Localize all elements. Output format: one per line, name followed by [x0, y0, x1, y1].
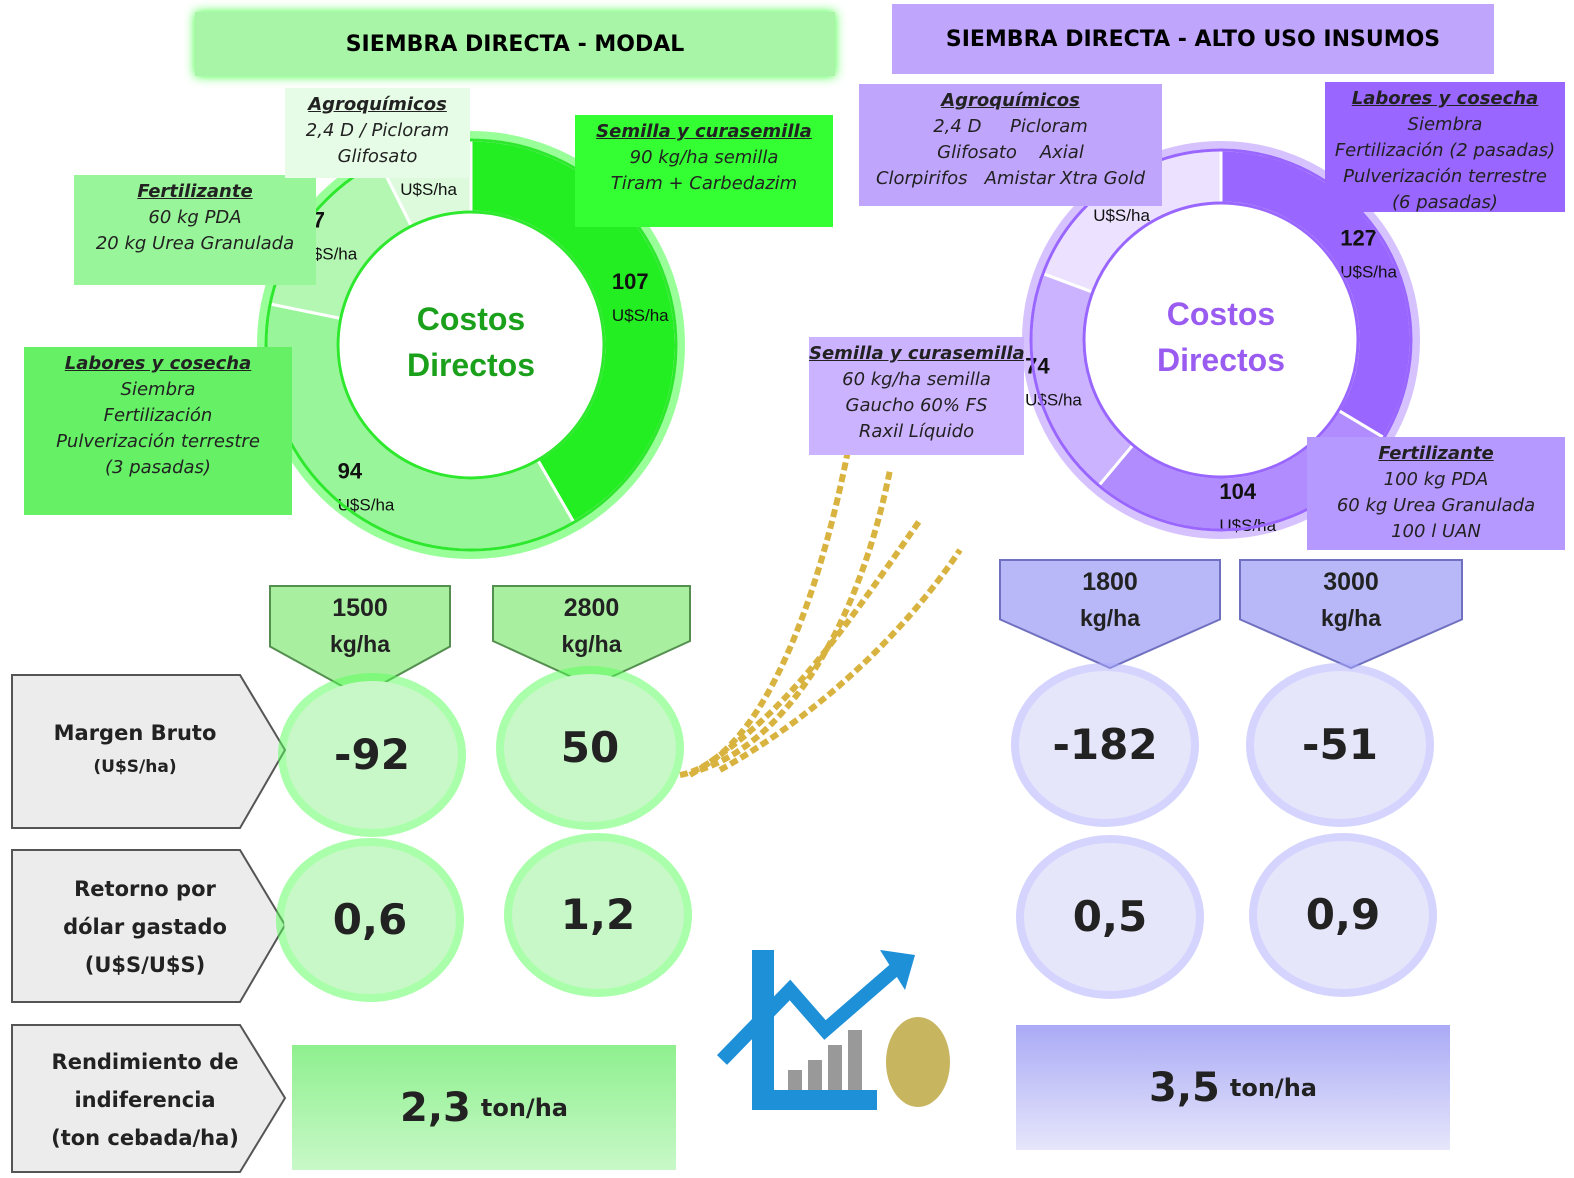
- result-value: 0,9: [1306, 890, 1380, 939]
- yield-value: 1500: [332, 594, 388, 622]
- callout-line: 100 kg PDA: [1307, 467, 1565, 493]
- callout-line: Glifosato: [285, 144, 470, 170]
- callout-box: Agroquímicos2,4 D PicloramGlifosato Axia…: [859, 84, 1162, 206]
- segment-unit: U$S/ha: [612, 306, 669, 325]
- row-label-line: (U$S/ha): [20, 752, 250, 782]
- donut-center-label: Directos: [1157, 342, 1285, 378]
- callout-line: (3 pasadas): [24, 455, 292, 481]
- row-label-line: (ton cebada/ha): [20, 1119, 270, 1157]
- segment-value: 94: [338, 459, 363, 484]
- row-label-line: indiferencia: [20, 1081, 270, 1119]
- callout-heading: Agroquímicos: [285, 92, 470, 118]
- callout-heading: Fertilizante: [74, 179, 316, 205]
- yield-value: 1800: [1082, 568, 1138, 596]
- indifference-value: 3,5: [1149, 1065, 1220, 1111]
- segment-unit: U$S/ha: [400, 180, 457, 199]
- segment-unit: U$S/ha: [1025, 391, 1082, 410]
- callout-line: 20 kg Urea Granulada: [74, 231, 316, 257]
- callout-line: Pulverización terrestre: [1325, 164, 1565, 190]
- callout-line: Pulverización terrestre: [24, 429, 292, 455]
- callout-line: 2,4 D / Picloram: [285, 118, 470, 144]
- callout-line: Gaucho 60% FS: [809, 393, 1024, 419]
- panel-title: SIEMBRA DIRECTA - ALTO USO INSUMOS: [892, 4, 1494, 74]
- callout-line: Glifosato Axial: [859, 140, 1162, 166]
- row-label-line: Retorno por: [20, 870, 270, 908]
- callout-line: 60 kg Urea Granulada: [1307, 493, 1565, 519]
- result-value: -182: [1052, 720, 1157, 769]
- segment-value: 127: [1340, 225, 1377, 250]
- yield-unit: kg/ha: [1080, 605, 1140, 631]
- segment-value: 104: [1219, 479, 1256, 504]
- segment-value: 74: [1025, 354, 1050, 379]
- row-label-line: Margen Bruto: [20, 714, 250, 752]
- segment-unit: U$S/ha: [1219, 516, 1276, 535]
- result-value: -51: [1302, 720, 1378, 769]
- yield-value: 3000: [1323, 568, 1379, 596]
- callout-line: Siembra: [24, 377, 292, 403]
- callout-line: Fertilización: [24, 403, 292, 429]
- callout-box: Fertilizante60 kg PDA20 kg Urea Granulad…: [74, 175, 316, 285]
- yield-unit: kg/ha: [330, 631, 390, 657]
- indifference-value: 2,3: [400, 1085, 471, 1131]
- callout-heading: Semilla y curasemilla: [575, 119, 833, 145]
- row-label-line: Rendimiento de: [20, 1043, 270, 1081]
- callout-line: 60 kg/ha semilla: [809, 367, 1024, 393]
- result-value: -92: [334, 730, 410, 779]
- panel-title: SIEMBRA DIRECTA - MODAL: [195, 12, 835, 76]
- callout-line: 90 kg/ha semilla: [575, 145, 833, 171]
- callout-line: 60 kg PDA: [74, 205, 316, 231]
- donut-ring: [1084, 203, 1358, 477]
- callout-heading: Semilla y curasemilla: [809, 341, 1024, 367]
- result-value: 50: [561, 723, 619, 772]
- row-label-line: (U$S/U$S): [20, 946, 270, 984]
- result-value: 0,5: [1073, 892, 1147, 941]
- wheat-decoration: [680, 440, 960, 775]
- yield-unit: kg/ha: [561, 631, 621, 657]
- callout-line: Siembra: [1325, 112, 1565, 138]
- indifference-box: 2,3 ton/ha: [292, 1045, 676, 1170]
- indifference-unit: ton/ha: [481, 1094, 568, 1122]
- callout-line: Fertilización (2 pasadas): [1325, 138, 1565, 164]
- callout-box: Agroquímicos2,4 D / PicloramGlifosato: [285, 88, 470, 178]
- indifference-unit: ton/ha: [1230, 1074, 1317, 1102]
- callout-line: Raxil Líquido: [809, 419, 1024, 445]
- infographic: 107U$S/ha94U$S/ha37U$S/ha19U$S/haCostosD…: [0, 0, 1574, 1178]
- donut-center-label: Directos: [407, 347, 535, 383]
- segment-unit: U$S/ha: [1340, 262, 1397, 281]
- callout-line: 100 l UAN: [1307, 519, 1565, 545]
- yield-unit: kg/ha: [1321, 605, 1381, 631]
- callout-line: Tiram + Carbedazim: [575, 171, 833, 197]
- callout-heading: Labores y cosecha: [1325, 86, 1565, 112]
- segment-value: 107: [612, 269, 649, 294]
- chart-icon: [722, 950, 950, 1110]
- segment-unit: U$S/ha: [338, 496, 395, 515]
- callout-line: 2,4 D Picloram: [859, 114, 1162, 140]
- donut-ring: [338, 212, 604, 478]
- callout-line: Clorpirifos Amistar Xtra Gold: [859, 166, 1162, 192]
- row-label-line: dólar gastado: [20, 908, 270, 946]
- result-value: 0,6: [333, 895, 407, 944]
- donut-center-label: Costos: [1167, 296, 1275, 332]
- callout-heading: Labores y cosecha: [24, 351, 292, 377]
- callout-line: (6 pasadas): [1325, 190, 1565, 212]
- yield-value: 2800: [564, 594, 620, 622]
- row-label: Margen Bruto(U$S/ha): [20, 714, 250, 782]
- callout-heading: Fertilizante: [1307, 441, 1565, 467]
- indifference-box: 3,5 ton/ha: [1016, 1025, 1450, 1150]
- segment-unit: U$S/ha: [1093, 206, 1150, 225]
- result-value: 1,2: [561, 890, 635, 939]
- callout-heading: Agroquímicos: [859, 88, 1162, 114]
- donut-center-label: Costos: [417, 301, 525, 337]
